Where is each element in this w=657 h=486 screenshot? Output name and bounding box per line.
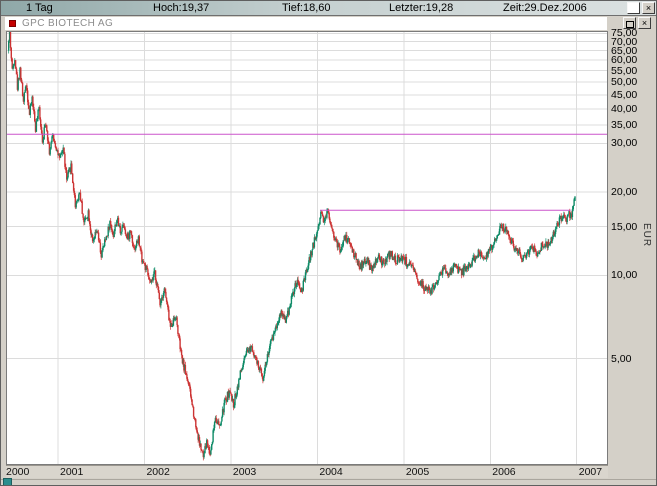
year-tick-label: 2004 [319,466,343,478]
minimize-button[interactable] [627,2,640,14]
year-tick-label: 2005 [405,466,430,478]
instrument-icon [9,20,16,27]
price-tick-label: 65,00 [611,44,638,57]
restore-button[interactable] [623,17,636,29]
price-tick-label: 20,00 [611,186,638,199]
price-tick-label: 55,00 [611,64,638,77]
chart-window-controls: × [623,17,651,29]
price-tick-label: 45,00 [611,88,638,101]
chart-title-bar: GPC BIOTECH AG [5,17,607,30]
year-tick-label: 2001 [60,466,84,478]
price-tick-label: 30,00 [611,137,638,150]
year-tick-label: 2003 [232,466,257,478]
year-tick-label: 2006 [492,466,516,478]
chart-plot[interactable] [6,31,608,465]
window-controls: × [627,2,655,14]
chart-close-button[interactable]: × [638,17,651,29]
price-tick-label: 50,00 [611,76,638,89]
price-tick-label: 10,00 [611,269,638,282]
price-axis: 75,00 70,00 65,00 60,00 55,00 50,00 45,00 40,00… [611,27,656,465]
last-label: Letzter:19,28 [389,2,454,14]
quote-toolbar: 1 Tag Hoch:19,37 Tief:18,60 Letzter:19,2… [1,1,656,16]
candle-series [8,32,576,461]
grid-lines [7,32,607,464]
price-tick-label: 60,00 [611,54,638,67]
high-label: Hoch:19,37 [153,2,210,14]
year-tick-label: 2000 [6,466,30,478]
trend-lines[interactable] [7,133,607,211]
period-selector[interactable]: 1 Tag [26,2,53,14]
price-tick-label: 35,00 [611,118,638,131]
status-strip [1,479,656,485]
close-button[interactable]: × [642,2,655,14]
resize-handle[interactable] [3,478,12,485]
price-tick-label: 70,00 [611,35,638,48]
price-tick-label: 75,00 [611,27,638,40]
year-tick-label: 2007 [578,466,603,478]
eur-axis-label: EUR [641,223,652,248]
price-tick-label: 5,00 [611,352,632,365]
price-tick-label: 15,00 [611,220,638,233]
time-label: Zeit:29.Dez.2006 [503,2,587,14]
restore-icon [625,20,634,28]
chart-title: GPC BIOTECH AG [22,18,114,29]
time-axis: 2000 2001 2002 2003 2004 2005 2006 2007 [6,465,608,478]
low-label: Tief:18,60 [282,2,331,14]
price-tick-label: 40,00 [611,102,638,115]
year-tick-label: 2002 [146,466,170,478]
